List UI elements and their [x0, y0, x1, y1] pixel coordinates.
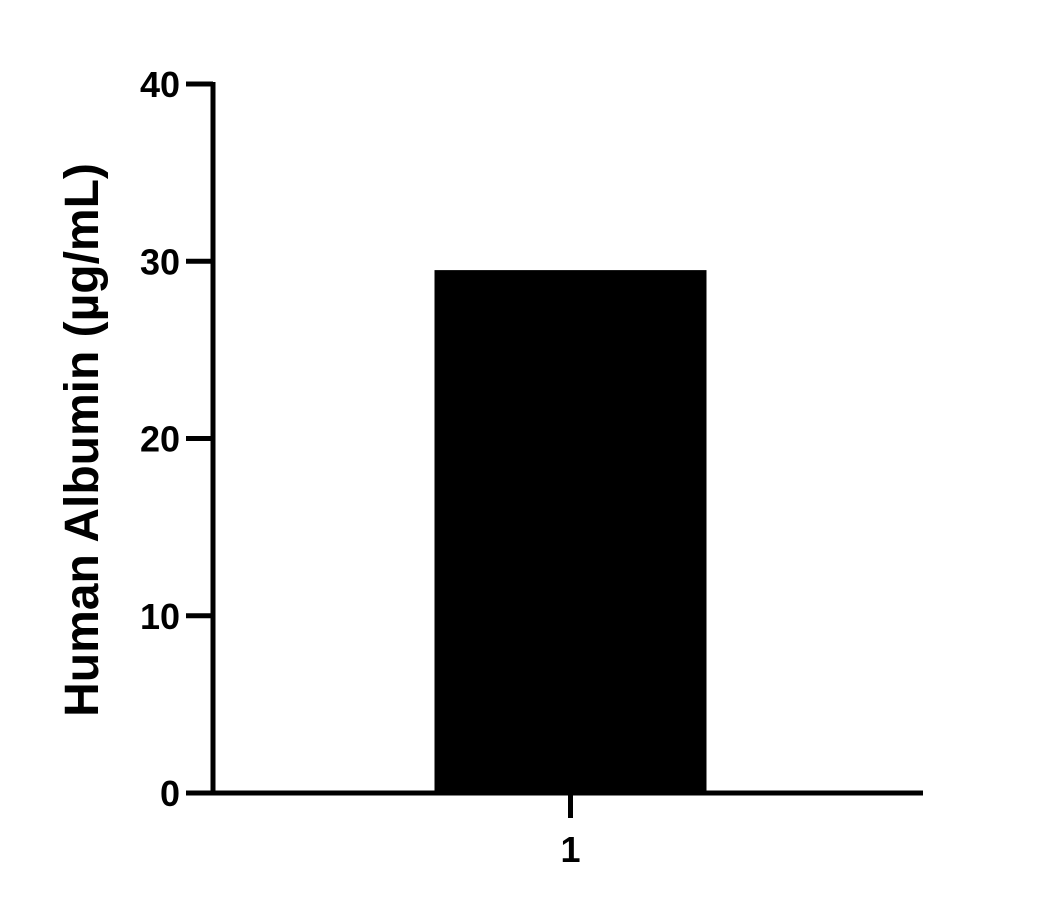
x-tick-label: 1 [560, 829, 580, 870]
y-axis-label: Human Albumin (µg/mL) [56, 163, 109, 717]
bar [434, 270, 707, 793]
y-tick-label: 10 [140, 596, 180, 637]
y-tick-label: 40 [140, 64, 180, 105]
y-tick-label: 30 [140, 241, 180, 282]
y-tick-label: 0 [160, 773, 180, 814]
y-tick-label: 20 [140, 419, 180, 460]
